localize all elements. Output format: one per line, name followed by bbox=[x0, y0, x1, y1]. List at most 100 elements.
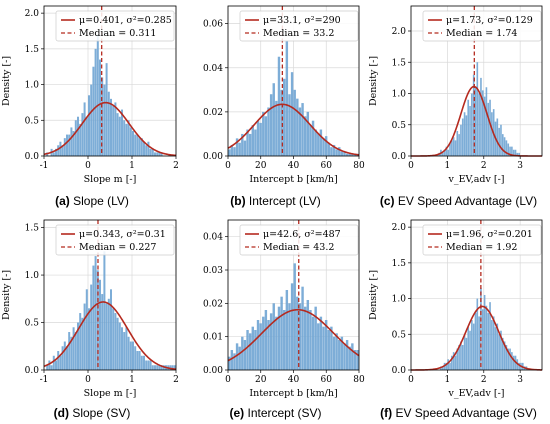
x-tick-label: 0 bbox=[225, 375, 231, 385]
histogram-bar bbox=[99, 279, 101, 370]
histogram-bar bbox=[83, 102, 86, 156]
histogram-bar bbox=[96, 34, 99, 157]
y-tick-label: 1.5 bbox=[392, 58, 407, 68]
histogram-bar bbox=[77, 322, 79, 370]
histogram-bar bbox=[92, 265, 95, 370]
x-tick-label: -1 bbox=[40, 161, 49, 171]
histogram-bar bbox=[309, 310, 312, 370]
histogram-chart: -1 0 1 2 0.0 0.5 1.0 1.5 2.0 Slope m [-] Density [… bbox=[1, 5, 179, 185]
histogram-bar bbox=[330, 326, 333, 370]
histogram-bar bbox=[127, 336, 130, 370]
x-tick-label: 2 bbox=[173, 375, 179, 385]
x-axis-label: Slope m [-] bbox=[84, 174, 137, 185]
y-tick-label: 0.5 bbox=[25, 116, 40, 126]
histogram-bar bbox=[173, 365, 176, 370]
histogram-bar bbox=[55, 360, 57, 370]
histogram-bar bbox=[345, 340, 349, 370]
plot-frame bbox=[410, 5, 543, 157]
histogram-bar bbox=[443, 149, 446, 156]
histogram-bar bbox=[503, 341, 506, 370]
x-axis-label: v_EV,adv [-] bbox=[447, 388, 504, 399]
legend-box bbox=[239, 10, 359, 42]
histogram-bar bbox=[248, 133, 252, 156]
histogram-bar bbox=[63, 341, 66, 370]
histogram-bar bbox=[256, 120, 260, 156]
caption-text: EV Speed Advantage (SV) bbox=[395, 406, 537, 420]
y-tick-label: 0.04 bbox=[203, 233, 223, 243]
histogram-bar bbox=[140, 138, 143, 156]
normal-fit-line bbox=[43, 101, 177, 157]
histogram-bar bbox=[500, 124, 502, 156]
histogram-bar bbox=[487, 312, 490, 370]
plot-frame bbox=[410, 219, 543, 371]
histogram-bar bbox=[158, 152, 161, 156]
y-tick-label: 0.02 bbox=[203, 108, 223, 118]
y-tick-label: 0.0 bbox=[392, 152, 407, 162]
x-tick-label: 0 bbox=[85, 161, 91, 171]
histogram-bar bbox=[243, 340, 247, 370]
caption-label: (c) bbox=[379, 194, 395, 208]
histogram-bar bbox=[335, 149, 338, 156]
histogram-bar bbox=[259, 122, 262, 156]
histogram-chart: 0 1 2 3 0.0 0.5 1.0 1.5 2.0 v_EV,adv [-] Density [… bbox=[368, 5, 543, 185]
histogram-bar bbox=[332, 336, 336, 370]
histogram-bar bbox=[496, 323, 499, 370]
histogram-bar bbox=[136, 134, 139, 156]
histogram-bar bbox=[338, 147, 341, 156]
histogram-bar bbox=[494, 327, 497, 370]
histogram-bar bbox=[154, 365, 156, 370]
histogram-bar bbox=[275, 316, 278, 370]
legend-box bbox=[55, 224, 175, 256]
histogram-bar bbox=[322, 326, 325, 370]
x-tick-label: 2 bbox=[481, 161, 487, 171]
histogram-bar bbox=[235, 343, 239, 370]
histogram-bar bbox=[230, 144, 234, 156]
histogram-bar bbox=[492, 316, 495, 370]
histogram-bar bbox=[70, 336, 73, 370]
y-tick-label: 0.5 bbox=[392, 121, 407, 131]
plot-frame bbox=[43, 219, 177, 371]
histogram-bar bbox=[485, 305, 488, 370]
histogram-bar bbox=[469, 330, 471, 370]
histogram-bar bbox=[156, 152, 159, 156]
y-tick-label: 0.01 bbox=[203, 333, 223, 343]
histogram-bar bbox=[511, 352, 513, 370]
histogram-bar bbox=[311, 316, 315, 370]
histogram-bar bbox=[107, 298, 110, 370]
x-tick-label: 60 bbox=[321, 375, 333, 385]
histogram-chart: 0 1 2 3 0.0 0.5 1.0 1.5 2.0 v_EV,adv [-] Density [… bbox=[368, 219, 543, 399]
histogram-bar bbox=[451, 140, 453, 156]
histogram-bar bbox=[322, 138, 325, 156]
normal-fit-line bbox=[227, 103, 360, 156]
histogram-bar bbox=[63, 138, 66, 156]
histogram-bar bbox=[481, 90, 484, 156]
histogram-bar bbox=[151, 148, 154, 156]
y-tick-label: 0.5 bbox=[392, 330, 407, 340]
y-tick-label: 1.5 bbox=[25, 224, 40, 234]
histogram-bar bbox=[447, 149, 450, 156]
histogram-bar bbox=[303, 116, 307, 156]
histogram-bar bbox=[449, 143, 451, 156]
histogram-bar bbox=[507, 348, 510, 370]
x-tick-label: 3 bbox=[517, 375, 523, 385]
histogram-bar bbox=[149, 360, 152, 370]
histogram-bar bbox=[238, 346, 241, 370]
y-axis-label: Density [-] bbox=[368, 56, 379, 106]
legend-label-median: Median = 33.2 bbox=[263, 28, 334, 39]
histogram-bar bbox=[471, 93, 473, 156]
histogram-bar bbox=[280, 89, 283, 156]
x-tick-label: 80 bbox=[353, 161, 365, 171]
y-tick-label: 0.0 bbox=[25, 366, 40, 376]
histogram-bar bbox=[463, 334, 466, 370]
x-tick-label: 20 bbox=[255, 161, 267, 171]
histogram-bar bbox=[112, 308, 115, 370]
histogram-bar bbox=[340, 151, 344, 156]
histogram-bar bbox=[275, 100, 278, 156]
histogram-bar bbox=[324, 136, 328, 156]
histogram-bar bbox=[298, 107, 302, 156]
histogram-bar bbox=[343, 343, 346, 370]
histogram-bar bbox=[267, 107, 270, 156]
histogram-bar bbox=[90, 84, 93, 156]
histogram-bar bbox=[353, 350, 357, 370]
histogram-bar bbox=[147, 141, 150, 156]
